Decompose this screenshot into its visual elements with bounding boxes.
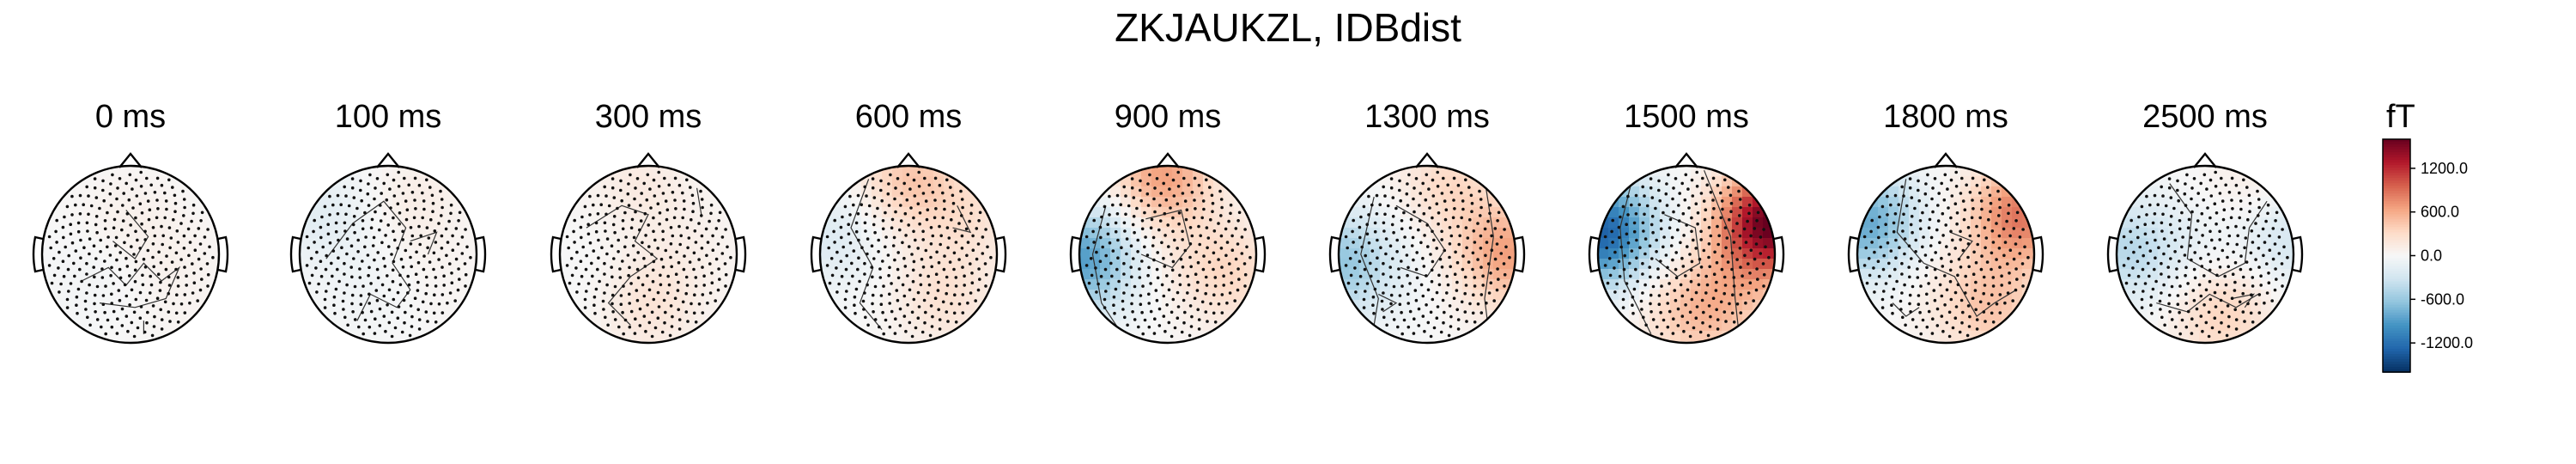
sensor-dots xyxy=(1603,170,1771,339)
time-label: 1500 ms xyxy=(1624,99,1749,135)
right-ear xyxy=(1514,235,1526,273)
main-title: ZKJAUKZL, IDBdist xyxy=(1115,5,1461,50)
time-label: 100 ms xyxy=(335,99,442,135)
head-outline xyxy=(1078,164,1258,345)
colorbar-tick-label: -600.0 xyxy=(2421,290,2464,308)
head-outline xyxy=(298,164,478,345)
right-ear xyxy=(2292,235,2304,273)
time-label: 1300 ms xyxy=(1364,99,1490,135)
topomap-panel: 1800 ms xyxy=(1847,99,2044,345)
nose-mark xyxy=(376,152,400,168)
topomap-panel: 1500 ms xyxy=(1588,99,1785,345)
sensor-dots xyxy=(47,170,215,339)
field-heatmap xyxy=(42,166,219,343)
sensor-dots xyxy=(1344,170,1511,339)
right-ear xyxy=(1773,235,1785,273)
colorbar-unit: fT xyxy=(2386,99,2415,135)
zero-contour xyxy=(1892,179,2017,317)
time-label: 600 ms xyxy=(855,99,963,135)
left-ear xyxy=(550,235,562,273)
left-ear xyxy=(1847,235,1859,273)
sensor-dots xyxy=(825,170,993,339)
left-ear xyxy=(1328,235,1340,273)
right-ear xyxy=(475,235,487,273)
nose-mark xyxy=(1156,152,1180,168)
topomap-panel: 2500 ms xyxy=(2106,99,2304,345)
right-ear xyxy=(1255,235,1267,273)
field-heatmap xyxy=(1339,166,1516,343)
field-heatmap xyxy=(1598,166,1775,343)
field-heatmap xyxy=(1857,166,2034,343)
topomap-panel: 0 ms xyxy=(32,99,229,345)
zero-contour xyxy=(325,200,438,321)
left-ear xyxy=(289,235,301,273)
head-outline xyxy=(40,164,221,345)
head-outline xyxy=(1337,164,1517,345)
sensor-dots xyxy=(1084,170,1252,339)
sensor-dots xyxy=(1862,170,2030,339)
topomap-panel: 100 ms xyxy=(289,99,487,345)
zero-contour xyxy=(586,187,702,326)
sensor-dots xyxy=(305,170,472,339)
nose-mark xyxy=(896,152,920,168)
time-label: 900 ms xyxy=(1115,99,1222,135)
zero-contour xyxy=(1619,169,1741,339)
head-outline xyxy=(1856,164,2036,345)
head-outline xyxy=(1596,164,1777,345)
sensor-dots xyxy=(565,170,732,339)
left-ear xyxy=(1069,235,1081,273)
field-heatmap xyxy=(820,166,997,343)
time-label: 300 ms xyxy=(595,99,702,135)
head-outline xyxy=(818,164,999,345)
right-ear xyxy=(217,235,229,273)
topomap-panel: 300 ms xyxy=(550,99,747,345)
topomap-panel: 600 ms xyxy=(810,99,1007,345)
nose-mark xyxy=(1415,152,1439,168)
topomap-panel: 1300 ms xyxy=(1328,99,1526,345)
time-label: 2500 ms xyxy=(2142,99,2268,135)
time-label: 1800 ms xyxy=(1883,99,2008,135)
right-ear xyxy=(995,235,1007,273)
left-ear xyxy=(2106,235,2118,273)
head-outline xyxy=(558,164,738,345)
zero-contour xyxy=(1091,205,1191,330)
right-ear xyxy=(2032,235,2044,273)
left-ear xyxy=(810,235,822,273)
field-heatmap xyxy=(300,166,477,343)
left-ear xyxy=(1588,235,1600,273)
colorbar-tick-label: 600.0 xyxy=(2421,204,2459,221)
field-heatmap xyxy=(560,166,737,343)
colorbar-tick-label: 0.0 xyxy=(2421,247,2442,265)
field-heatmap xyxy=(1079,166,1256,343)
nose-mark xyxy=(636,152,660,168)
head-outline xyxy=(2115,164,2295,345)
left-ear xyxy=(32,235,44,273)
nose-mark xyxy=(2193,152,2217,168)
nose-mark xyxy=(1674,152,1698,168)
colorbar-tick-label: 1200.0 xyxy=(2421,160,2468,177)
colorbar-tick-label: -1200.0 xyxy=(2421,334,2473,351)
time-label: 0 ms xyxy=(95,99,166,135)
right-ear xyxy=(735,235,747,273)
nose-mark xyxy=(1934,152,1958,168)
nose-mark xyxy=(118,152,143,168)
sensor-dots xyxy=(2122,170,2289,339)
colorbar: fT 1200.0 600.0 0.0 -600.0 -1200.0 xyxy=(2382,99,2473,373)
field-heatmap xyxy=(2117,166,2293,343)
topomap-panel: 900 ms xyxy=(1069,99,1267,345)
